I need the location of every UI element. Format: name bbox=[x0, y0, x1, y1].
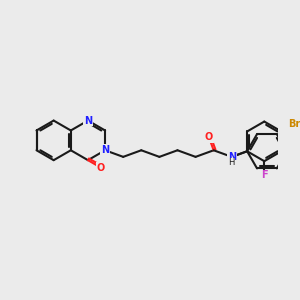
Text: O: O bbox=[205, 132, 213, 142]
Text: H: H bbox=[229, 158, 235, 167]
Text: N: N bbox=[228, 152, 236, 162]
Text: N: N bbox=[101, 145, 109, 155]
Text: N: N bbox=[84, 116, 92, 126]
Text: F: F bbox=[261, 170, 268, 181]
Text: O: O bbox=[97, 163, 105, 173]
Text: Br: Br bbox=[288, 119, 300, 129]
